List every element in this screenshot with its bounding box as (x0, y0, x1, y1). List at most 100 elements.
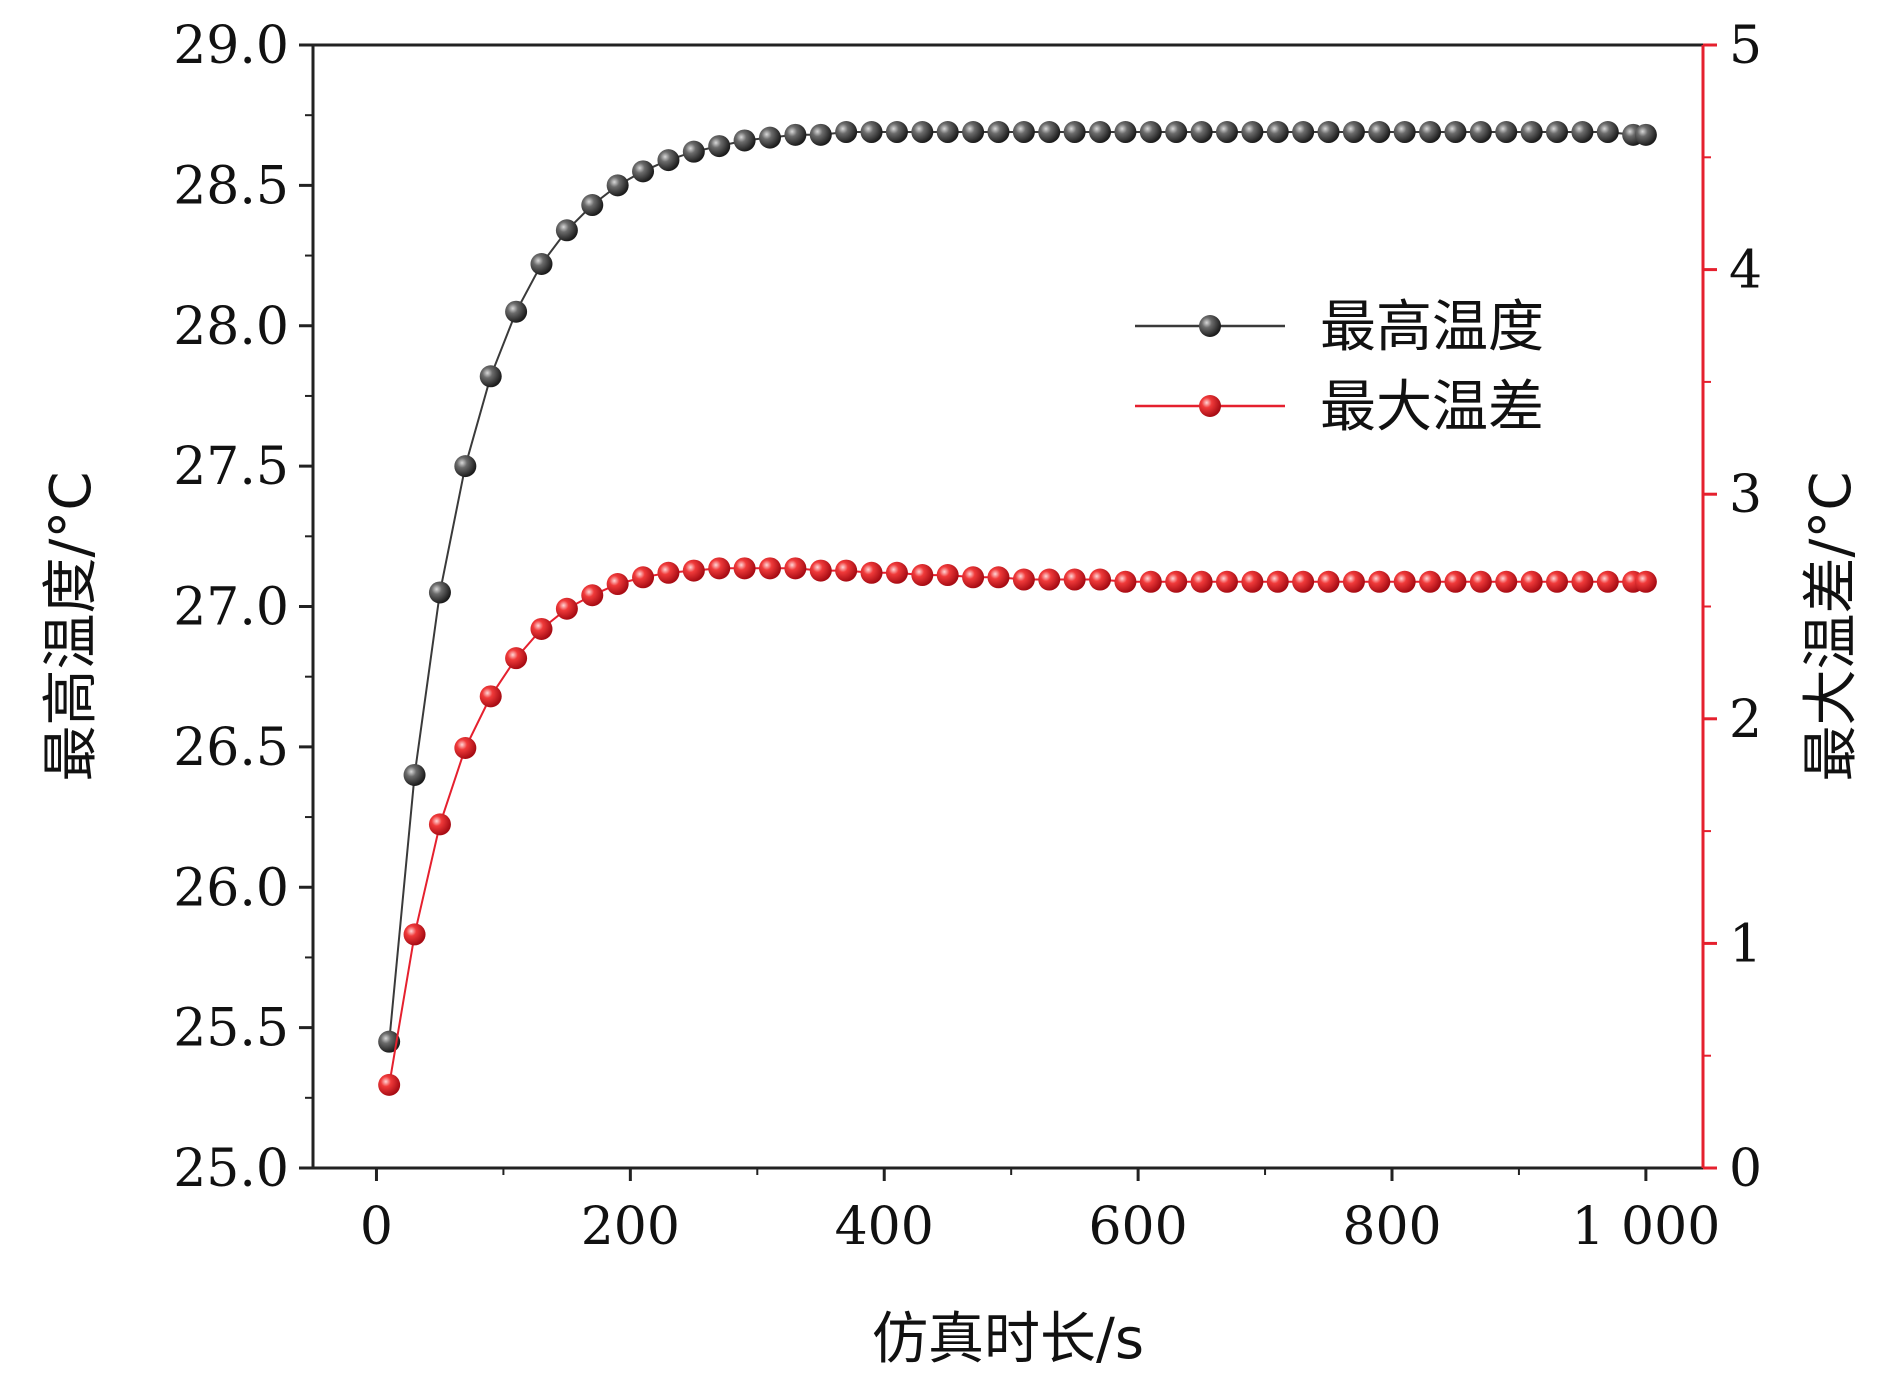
data-point (1292, 121, 1315, 144)
data-point (1342, 121, 1365, 144)
series-max-temperature (378, 121, 1657, 1053)
data-point (885, 121, 908, 144)
y-right-tick-label: 5 (1729, 16, 1762, 76)
data-point (758, 557, 781, 580)
y-right-tick-label: 3 (1729, 465, 1762, 525)
y-left-axis-title: 最高温度/°C (39, 472, 104, 782)
data-point (403, 763, 426, 786)
data-point (1469, 121, 1492, 144)
data-point (1368, 570, 1391, 593)
data-point (1114, 570, 1137, 593)
data-point (555, 597, 578, 620)
data-point (1190, 570, 1213, 593)
data-point (1012, 121, 1035, 144)
data-point (657, 149, 680, 172)
data-point (885, 561, 908, 584)
data-point (758, 126, 781, 149)
x-tick-label: 400 (835, 1197, 934, 1257)
x-axis-title: 仿真时长/s (872, 1307, 1144, 1372)
data-point (1266, 570, 1289, 593)
data-point (1419, 121, 1442, 144)
data-point (555, 219, 578, 242)
data-point (479, 365, 502, 388)
data-point (1596, 121, 1619, 144)
data-point (606, 174, 629, 197)
data-point (1342, 570, 1365, 593)
data-point (809, 123, 832, 146)
data-point (1139, 121, 1162, 144)
y-left-tick-label: 26.5 (173, 718, 289, 778)
data-point (860, 121, 883, 144)
data-point (936, 121, 959, 144)
data-point (581, 584, 604, 607)
data-point (428, 581, 451, 604)
data-point (962, 566, 985, 589)
data-point (1634, 123, 1657, 146)
data-point (1571, 570, 1594, 593)
data-point (1266, 121, 1289, 144)
data-point (1495, 570, 1518, 593)
data-point (581, 194, 604, 217)
data-point (682, 140, 705, 163)
data-point (733, 557, 756, 580)
data-point (1419, 570, 1442, 593)
y-right-axis-title: 最大温差/°C (1799, 472, 1864, 782)
legend-label: 最大温差 (1320, 375, 1544, 440)
data-point (1317, 121, 1340, 144)
legend-item: 最高温度 (1135, 295, 1544, 360)
data-point (987, 121, 1010, 144)
data-point (530, 617, 553, 640)
data-point (1063, 568, 1086, 591)
data-point (733, 129, 756, 152)
data-point (1063, 121, 1086, 144)
data-point (1089, 568, 1112, 591)
data-point (632, 160, 655, 183)
data-point (1393, 121, 1416, 144)
data-point (936, 564, 959, 587)
data-point (784, 557, 807, 580)
data-point (987, 566, 1010, 589)
y-left-tick-label: 29.0 (173, 16, 289, 76)
data-point (1368, 121, 1391, 144)
data-point (784, 123, 807, 146)
data-point (632, 566, 655, 589)
data-point (1317, 570, 1340, 593)
data-point (1038, 568, 1061, 591)
data-point (1241, 121, 1264, 144)
data-point (1292, 570, 1315, 593)
data-point (1190, 121, 1213, 144)
data-point (708, 557, 731, 580)
y-right-tick-label: 2 (1729, 690, 1762, 750)
data-point (1495, 121, 1518, 144)
legend-item: 最大温差 (1135, 375, 1544, 440)
data-point (1520, 121, 1543, 144)
legend-marker (1199, 315, 1221, 337)
data-point (454, 736, 477, 759)
data-point (1241, 570, 1264, 593)
data-point (1114, 121, 1137, 144)
legend-marker (1199, 395, 1221, 417)
data-point (911, 564, 934, 587)
y-left-tick-label: 27.0 (173, 578, 289, 638)
data-point (505, 647, 528, 670)
data-point (1546, 121, 1569, 144)
data-point (911, 121, 934, 144)
data-point (809, 559, 832, 582)
data-point (1520, 570, 1543, 593)
x-tick-label: 1 000 (1571, 1197, 1720, 1257)
x-tick-label: 600 (1088, 1197, 1187, 1257)
data-point (962, 121, 985, 144)
legend-label: 最高温度 (1320, 295, 1544, 360)
data-point (530, 252, 553, 275)
y-left-tick-label: 28.0 (173, 297, 289, 357)
y-left-tick-label: 28.5 (173, 156, 289, 216)
data-point (682, 559, 705, 582)
data-point (1571, 121, 1594, 144)
data-point (1634, 570, 1657, 593)
data-point (428, 813, 451, 836)
series-line (388, 567, 1646, 1086)
data-point (1596, 570, 1619, 593)
data-point (1393, 570, 1416, 593)
